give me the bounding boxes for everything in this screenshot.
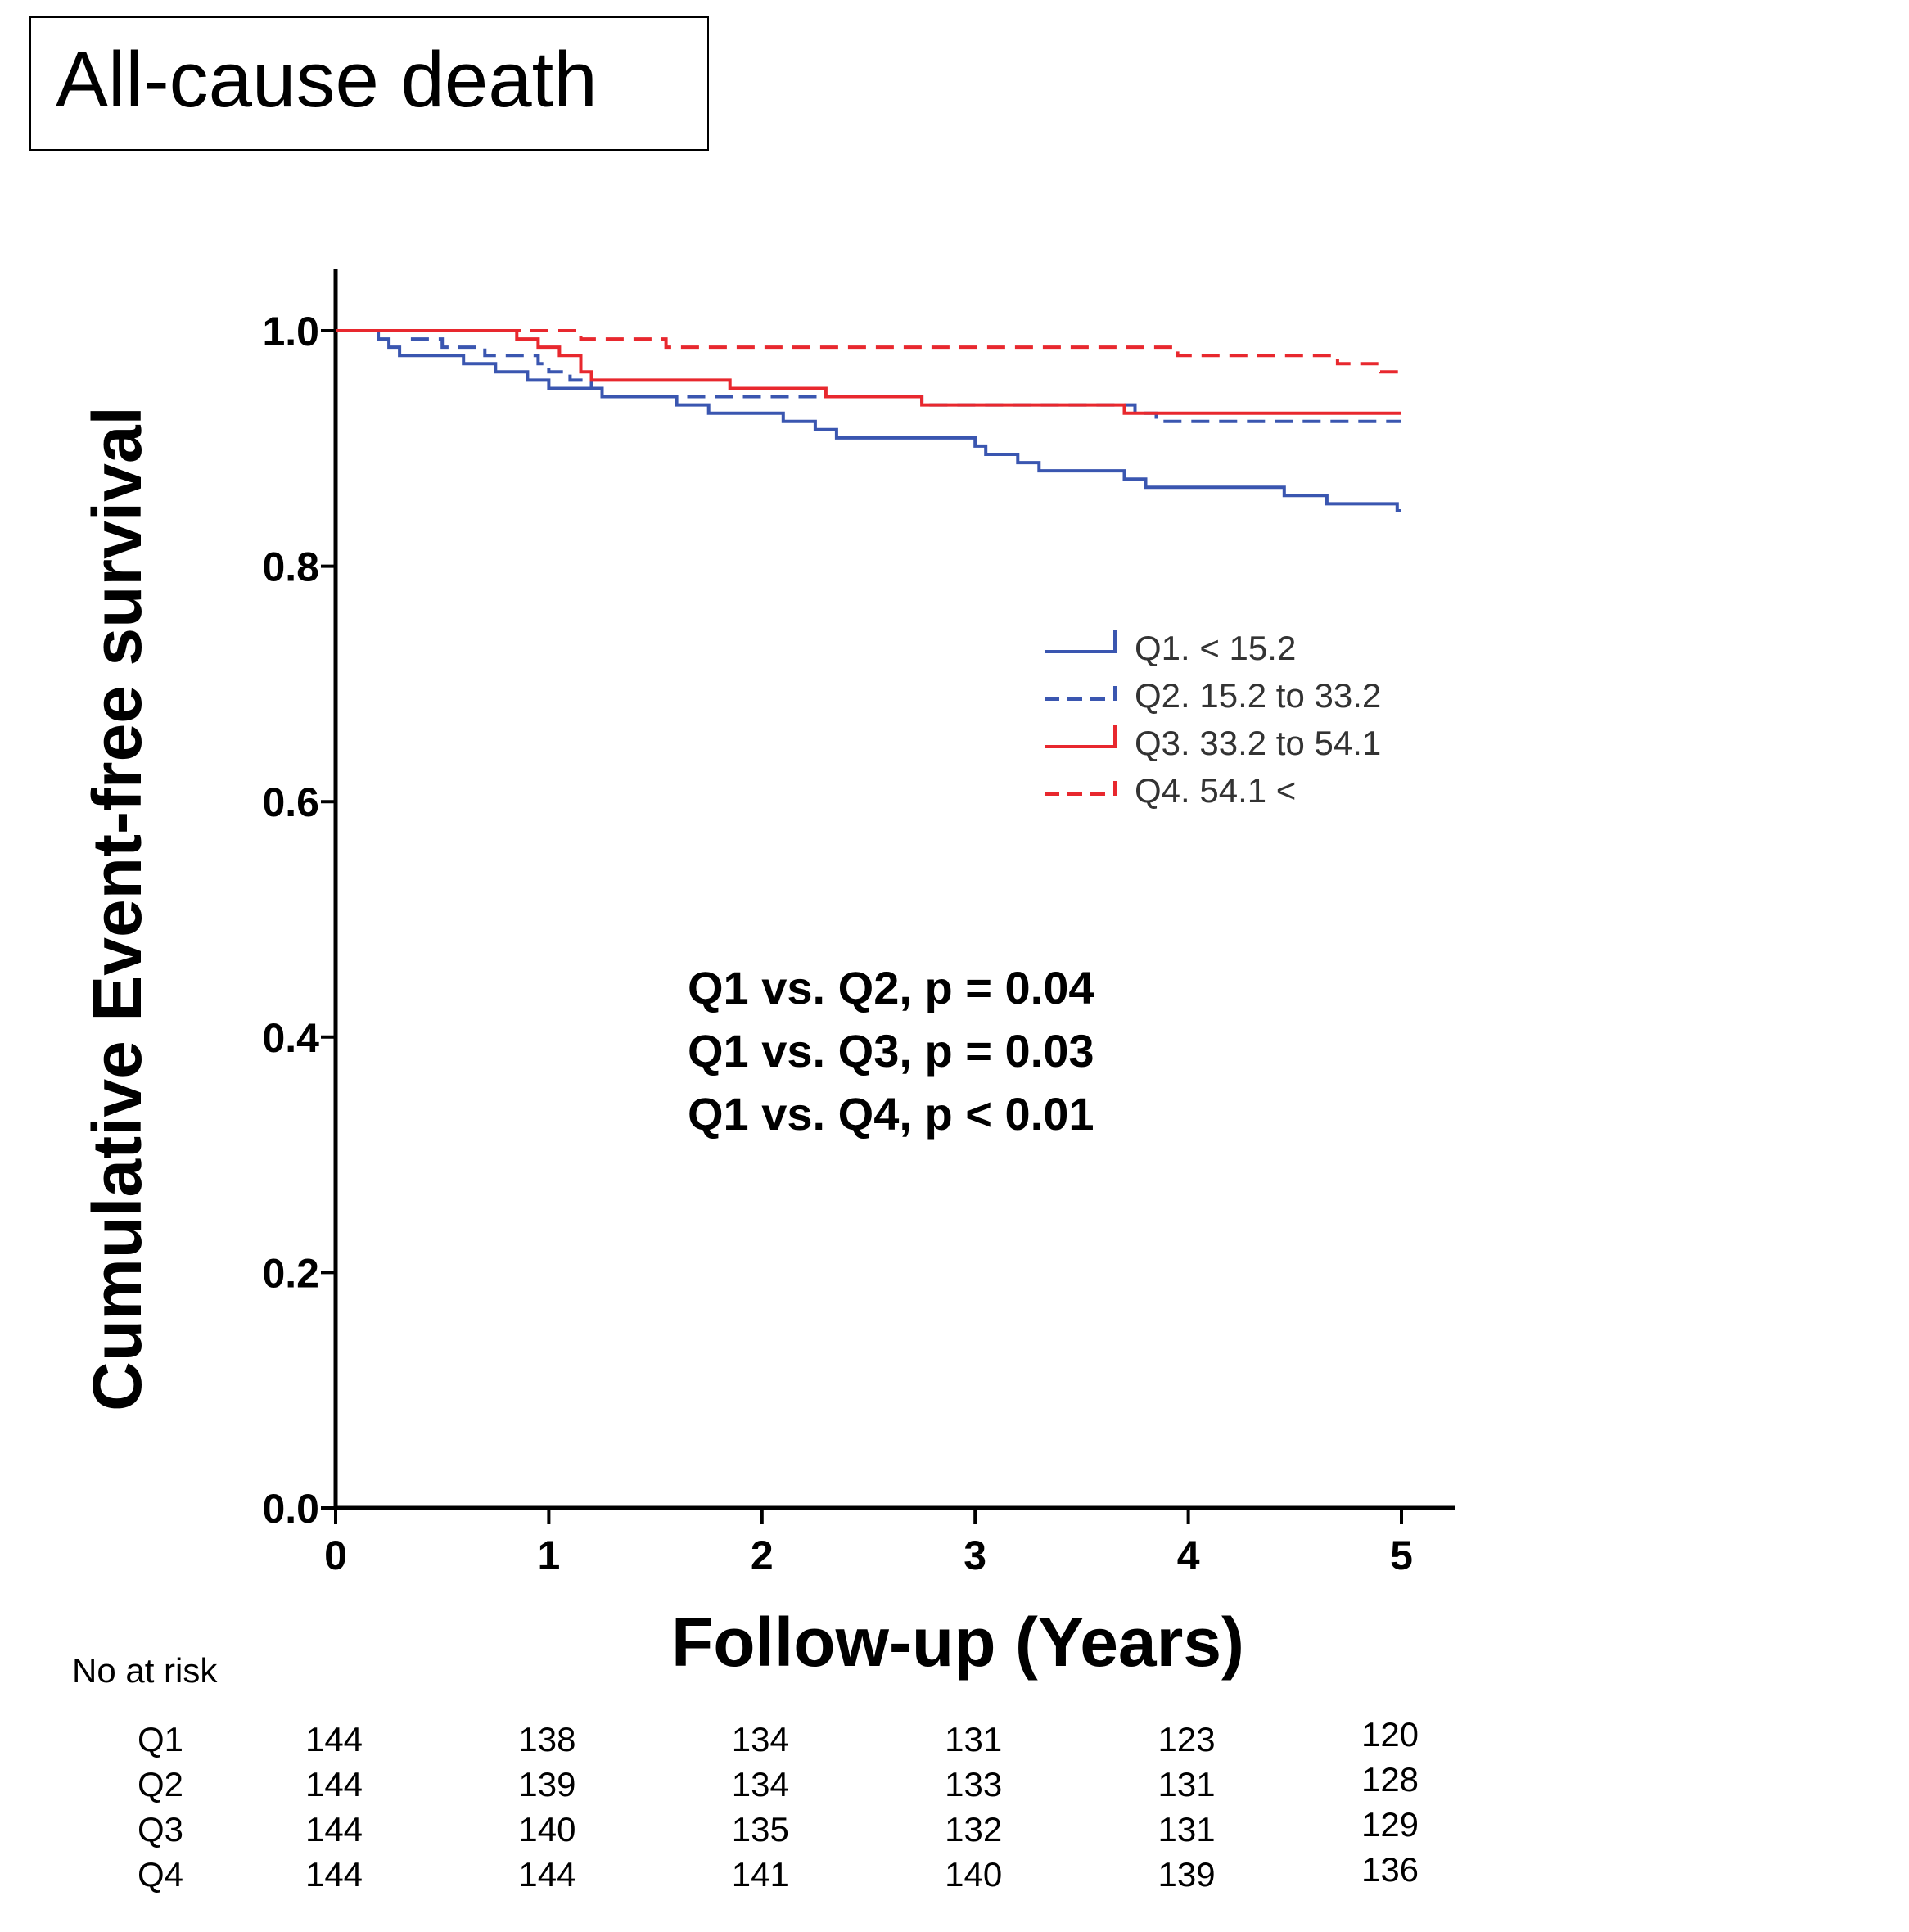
risk-cell: 131 [1158,1765,1216,1803]
p-value-annotations: Q1 vs. Q2, p = 0.04 Q1 vs. Q3, p = 0.03 Q1… [688,962,1094,1140]
risk-cell: 131 [1158,1810,1216,1848]
risk-cell: 120 [1361,1715,1419,1754]
risk-cell: 139 [1158,1855,1216,1894]
y-tick-label: 0.8 [262,544,319,590]
legend-label-1: Q1. < 15.2 [1135,629,1296,667]
risk-cell: 135 [731,1810,789,1848]
risk-cell: 138 [518,1720,576,1758]
y-tick-label: 0.0 [262,1486,319,1532]
curve-series-3 [336,329,1401,415]
risk-row-label: Q1 [138,1720,184,1758]
risk-cell: 140 [945,1855,1003,1894]
y-tick-label: 1.0 [262,309,319,354]
axes: 0.0 0.2 0.4 0.6 0.8 1.0 0 1 2 3 4 5 Follow-up (Years… [79,269,1455,1681]
x-tick-label: 3 [964,1533,986,1578]
x-tick-label: 1 [537,1533,560,1578]
risk-cell: 129 [1361,1805,1419,1844]
curve-series-4 [336,329,1401,374]
p-value-annotation: Q1 vs. Q2, p = 0.04 [688,962,1094,1013]
p-value-annotation: Q1 vs. Q3, p = 0.03 [688,1025,1094,1077]
legend-swatch-1 [1045,630,1117,653]
p-value-annotation: Q1 vs. Q4, p < 0.01 [688,1088,1094,1140]
risk-cell: 131 [945,1720,1003,1758]
legend-label-3: Q3. 33.2 to 54.1 [1135,724,1381,762]
risk-cell: 132 [945,1810,1003,1848]
risk-cell: 134 [731,1720,789,1758]
y-tick-label: 0.6 [262,779,319,825]
x-tick-label: 4 [1177,1533,1200,1578]
legend-swatch-2 [1045,678,1117,701]
x-tick-label: 5 [1390,1533,1413,1578]
risk-cell: 136 [1361,1850,1419,1889]
y-tick-label: 0.2 [262,1250,319,1296]
legend: Q1. < 15.2 Q2. 15.2 to 33.2 Q3. 33.2 to 54… [1045,629,1381,810]
risk-cell: 141 [731,1855,789,1894]
risk-row-label: Q4 [138,1855,184,1894]
risk-row-label: Q2 [138,1765,184,1803]
legend-label-4: Q4. 54.1 < [1135,771,1296,810]
risk-cell: 144 [305,1810,363,1848]
curve-series-1 [336,329,1401,512]
chart-title: All-cause death [56,36,598,124]
legend-swatch-3 [1045,725,1117,748]
risk-cell: 144 [305,1720,363,1758]
x-tick-label: 0 [324,1533,347,1578]
curve-series-2 [336,329,1401,423]
risk-row-label: Q3 [138,1810,184,1848]
legend-swatch-4 [1045,773,1117,796]
risk-table-header: No at risk [72,1651,218,1690]
x-axis-label: Follow-up (Years) [671,1604,1244,1681]
x-tick-label: 2 [751,1533,774,1578]
risk-cell: 144 [518,1855,576,1894]
risk-cell: 144 [305,1765,363,1803]
chart-title-box: All-cause death [29,16,709,151]
survival-curves [336,329,1401,512]
risk-cell: 128 [1361,1760,1419,1799]
risk-cell: 139 [518,1765,576,1803]
risk-cell: 144 [305,1855,363,1894]
risk-cell: 134 [731,1765,789,1803]
y-tick-label: 0.4 [262,1015,319,1061]
legend-label-2: Q2. 15.2 to 33.2 [1135,676,1381,715]
risk-cell: 123 [1158,1720,1216,1758]
risk-cell: 133 [945,1765,1003,1803]
y-axis-label: Cumulative Event-free survival [79,406,156,1411]
risk-cell: 140 [518,1810,576,1848]
